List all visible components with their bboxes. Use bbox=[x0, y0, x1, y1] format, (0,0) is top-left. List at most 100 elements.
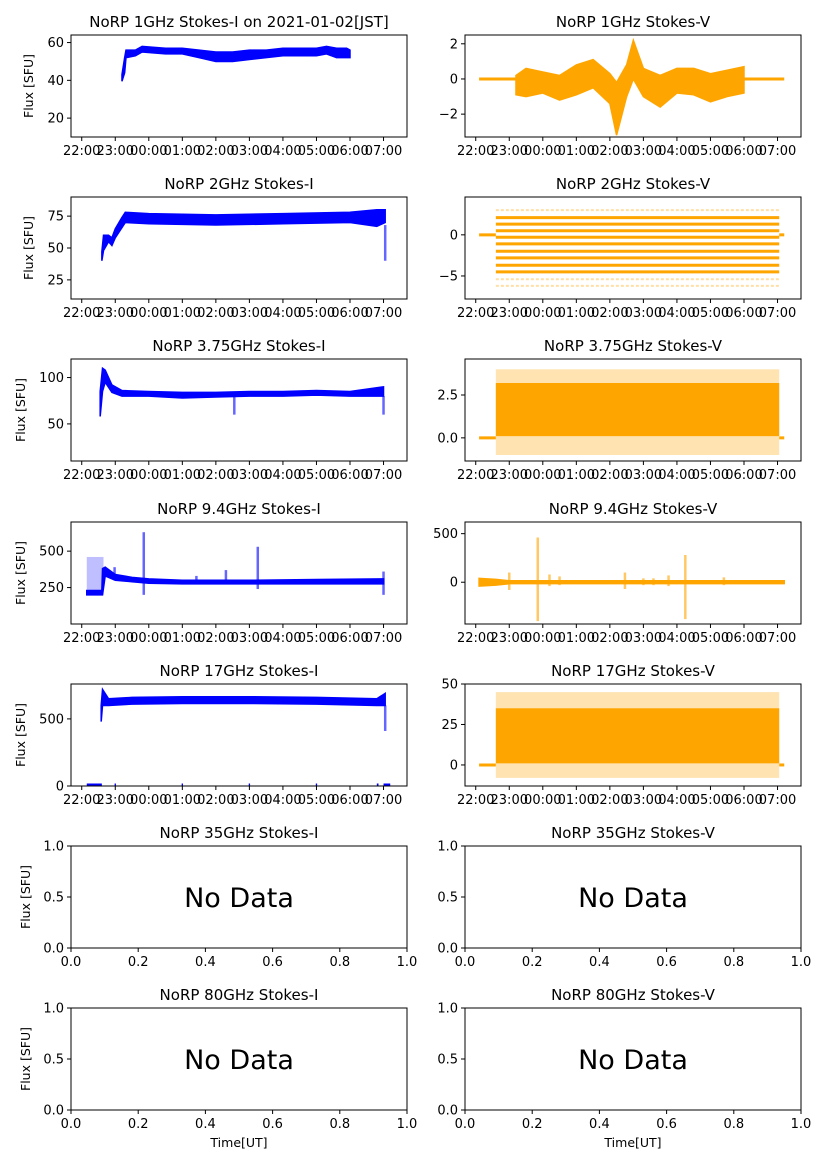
x-tick-label: 23:00 bbox=[97, 306, 134, 321]
subplot-80ghz-v: 0.0 0.2 0.4 0.6 0.8 1.0 0.0 0.5 1.0 NoRP 80GHz St… bbox=[437, 986, 811, 1150]
x-tick-label: 03:00 bbox=[231, 144, 268, 159]
x-tick-label: 06:00 bbox=[331, 793, 368, 808]
plot-area bbox=[99, 366, 385, 417]
y-tick-label: 25 bbox=[441, 718, 458, 733]
y-tick-label: 0.0 bbox=[437, 431, 458, 446]
y-tick-label: 20 bbox=[47, 112, 64, 127]
y-tick-label: 0.5 bbox=[43, 891, 64, 906]
y-tick-label: 25 bbox=[47, 273, 64, 288]
subplot-title: NoRP 80GHz Stokes-V bbox=[551, 986, 716, 1004]
x-tick-label: 23:00 bbox=[97, 468, 134, 483]
x-tick-label: 00:00 bbox=[524, 468, 561, 483]
plot-area bbox=[479, 692, 785, 778]
y-tick-label: 50 bbox=[47, 242, 64, 257]
x-tick-label: 22:00 bbox=[457, 631, 494, 646]
subplot-80ghz-i: 0.0 0.2 0.4 0.6 0.8 1.0 0.0 0.5 1.0 NoRP 80GHz St… bbox=[18, 986, 417, 1150]
no-data-annotation: No Data bbox=[184, 1045, 294, 1076]
x-tick-label: 1.0 bbox=[397, 955, 418, 970]
x-tick-label: 02:00 bbox=[197, 306, 234, 321]
y-tick-label: 1.0 bbox=[43, 840, 64, 855]
plot-area bbox=[479, 37, 785, 136]
x-tick-label: 22:00 bbox=[63, 631, 100, 646]
axes-frame bbox=[464, 683, 802, 787]
y-tick-label: 60 bbox=[47, 36, 64, 51]
x-tick-label: 03:00 bbox=[625, 144, 662, 159]
no-data-annotation: No Data bbox=[578, 883, 688, 914]
x-tick-label: 07:00 bbox=[365, 793, 402, 808]
plot-area bbox=[86, 687, 391, 786]
plot-area bbox=[479, 209, 785, 287]
x-tick-label: 03:00 bbox=[231, 631, 268, 646]
x-tick-label: 23:00 bbox=[97, 144, 134, 159]
x-tick-label: 07:00 bbox=[759, 306, 796, 321]
x-tick-label: 02:00 bbox=[591, 793, 628, 808]
y-axis-label: Flux [SFU] bbox=[21, 54, 36, 118]
x-tick-label: 07:00 bbox=[365, 631, 402, 646]
y-axis-label: Flux [SFU] bbox=[18, 865, 33, 929]
x-tick-label: 05:00 bbox=[298, 306, 335, 321]
series-envelope bbox=[100, 687, 386, 722]
x-tick-label: 05:00 bbox=[692, 793, 729, 808]
x-tick-label: 05:00 bbox=[692, 468, 729, 483]
x-tick-label: 02:00 bbox=[591, 631, 628, 646]
subplot-17ghz-i: 22:0023:0000:0001:0002:0003:0004:0005:00… bbox=[13, 662, 408, 808]
x-tick-label: 01:00 bbox=[164, 468, 201, 483]
x-tick-label: 04:00 bbox=[658, 306, 695, 321]
axes-frame bbox=[70, 683, 408, 787]
plot-area bbox=[101, 209, 387, 261]
y-tick-label: 0.0 bbox=[437, 1104, 458, 1119]
y-tick-label: 0.5 bbox=[437, 891, 458, 906]
x-tick-label: 01:00 bbox=[558, 468, 595, 483]
x-tick-label: 00:00 bbox=[130, 468, 167, 483]
x-tick-label: 0.8 bbox=[723, 1117, 744, 1132]
x-tick-label: 04:00 bbox=[658, 144, 695, 159]
y-axis-label: Flux [SFU] bbox=[21, 216, 36, 280]
x-tick-label: 01:00 bbox=[558, 793, 595, 808]
x-tick-label: 04:00 bbox=[658, 793, 695, 808]
x-tick-label: 04:00 bbox=[264, 306, 301, 321]
axes-frame bbox=[464, 521, 802, 625]
no-data-annotation: No Data bbox=[184, 883, 294, 914]
y-tick-label: 0.0 bbox=[43, 942, 64, 957]
scatter-band bbox=[495, 383, 780, 437]
subplot-2ghz-v: 22:0023:0000:0001:0002:0003:0004:0005:00… bbox=[439, 175, 802, 321]
x-tick-label: 01:00 bbox=[558, 306, 595, 321]
x-tick-label: 0.8 bbox=[329, 1117, 350, 1132]
x-tick-label: 03:00 bbox=[231, 793, 268, 808]
subplot-title: NoRP 1GHz Stokes-I on 2021-01-02[JST] bbox=[89, 13, 389, 31]
subplot-title: NoRP 17GHz Stokes-I bbox=[160, 662, 319, 680]
x-tick-label: 01:00 bbox=[164, 793, 201, 808]
x-tick-label: 05:00 bbox=[298, 793, 335, 808]
x-tick-label: 01:00 bbox=[558, 144, 595, 159]
subplot-title: NoRP 1GHz Stokes-V bbox=[556, 13, 711, 31]
y-tick-label: 2.5 bbox=[437, 389, 458, 404]
x-tick-label: 22:00 bbox=[63, 144, 100, 159]
axes-frame bbox=[70, 358, 408, 462]
x-tick-label: 0.8 bbox=[723, 955, 744, 970]
x-tick-label: 22:00 bbox=[63, 468, 100, 483]
y-axis-label: Flux [SFU] bbox=[13, 703, 28, 767]
x-axis-label: Time[UT] bbox=[603, 1135, 661, 1150]
axes-frame bbox=[464, 358, 802, 462]
x-tick-label: 03:00 bbox=[231, 306, 268, 321]
x-tick-label: 0.6 bbox=[656, 1117, 677, 1132]
x-axis-label: Time[UT] bbox=[209, 1135, 267, 1150]
x-tick-label: 23:00 bbox=[491, 793, 528, 808]
x-tick-label: 0.4 bbox=[589, 955, 610, 970]
y-tick-label: 0 bbox=[450, 758, 458, 773]
x-tick-label: 23:00 bbox=[97, 631, 134, 646]
x-tick-label: 02:00 bbox=[591, 144, 628, 159]
y-tick-label: 500 bbox=[433, 527, 458, 542]
subplot-title: NoRP 2GHz Stokes-I bbox=[164, 175, 313, 193]
subplot-3.75ghz-i: 22:0023:0000:0001:0002:0003:0004:0005:00… bbox=[13, 337, 408, 483]
subplot-title: NoRP 35GHz Stokes-V bbox=[551, 824, 716, 842]
x-tick-label: 01:00 bbox=[164, 144, 201, 159]
x-tick-label: 03:00 bbox=[625, 306, 662, 321]
y-axis-label: Flux [SFU] bbox=[13, 378, 28, 442]
x-tick-label: 07:00 bbox=[365, 306, 402, 321]
x-tick-label: 00:00 bbox=[524, 306, 561, 321]
x-tick-label: 02:00 bbox=[197, 468, 234, 483]
subplot-title: NoRP 17GHz Stokes-V bbox=[551, 662, 716, 680]
x-tick-label: 00:00 bbox=[524, 631, 561, 646]
x-tick-label: 01:00 bbox=[164, 631, 201, 646]
